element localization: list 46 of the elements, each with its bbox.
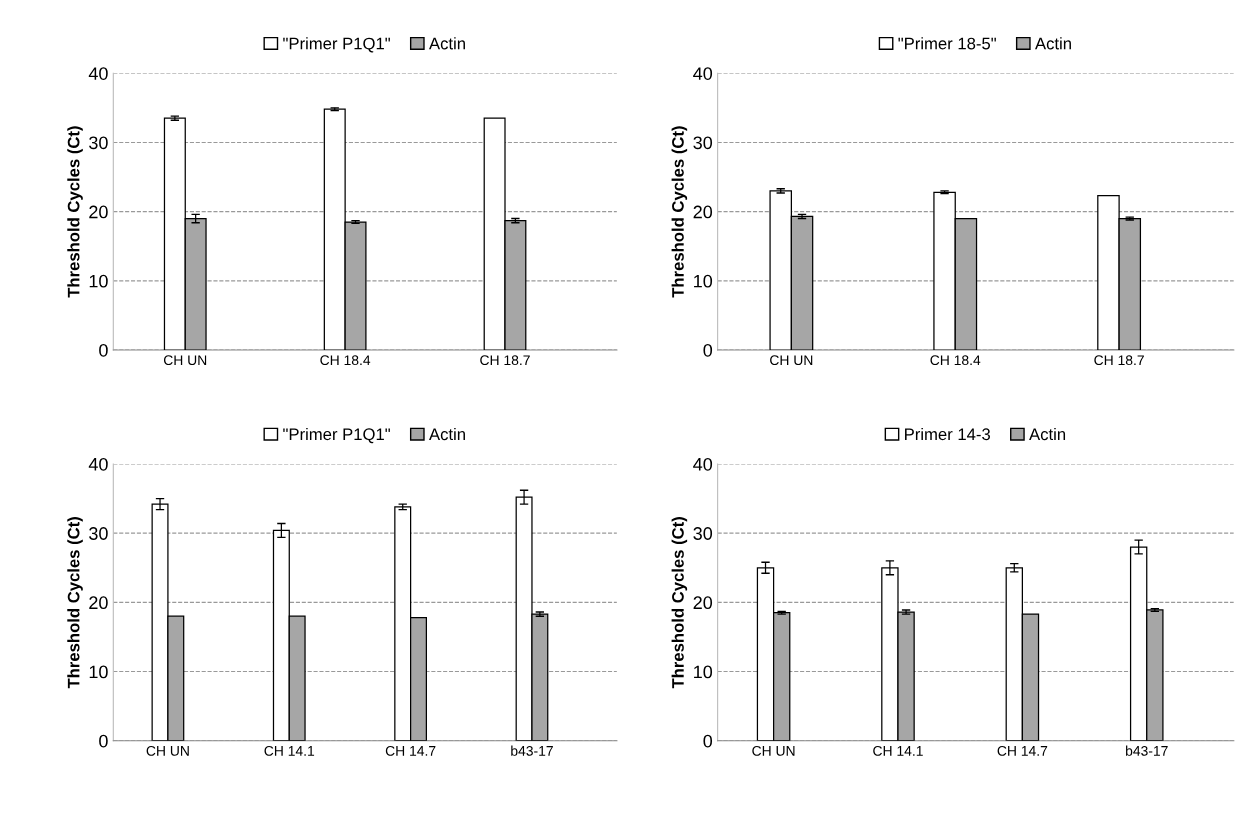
legend-label: Actin — [429, 427, 465, 441]
y-tick-label: 10 — [694, 274, 713, 288]
y-tick-label: 10 — [89, 274, 108, 288]
x-tick-label: CH UN — [770, 355, 813, 366]
y-tick-label: 30 — [693, 136, 713, 150]
y-tick-label: 0 — [99, 343, 108, 357]
legend-label: Actin — [429, 37, 465, 50]
y-tick-label: 20 — [89, 205, 108, 219]
x-tick-label: CH UN — [163, 355, 207, 366]
x-tick-label: CH 18.4 — [930, 355, 981, 366]
legend-label: "Primer 18-5" — [898, 37, 996, 50]
y-tick-label: 40 — [88, 457, 108, 471]
y-axis-title: Threshold Cycles (Ct) — [671, 517, 688, 689]
y-tick-label: 10 — [694, 665, 713, 679]
y-tick-label: 40 — [693, 67, 713, 80]
x-tick-label: CH 14.7 — [997, 745, 1048, 756]
x-tick-label: CH 14.1 — [264, 745, 315, 756]
legend-label: "Primer P1Q1" — [283, 427, 390, 444]
x-tick-label: CH 18.7 — [1094, 355, 1144, 366]
y-axis-title: Threshold Cycles (Ct) — [67, 126, 83, 298]
x-tick-label: b43-17 — [1126, 745, 1168, 756]
y-tick-label: 20 — [89, 596, 108, 610]
y-tick-label: 10 — [89, 665, 108, 679]
y-axis-title: Threshold Cycles (Ct) — [671, 126, 688, 298]
y-tick-label: 0 — [99, 734, 108, 748]
x-tick-label: CH 14.1 — [873, 745, 923, 756]
y-tick-label: 20 — [693, 596, 713, 610]
y-tick-label: 0 — [703, 734, 713, 748]
x-tick-label: b43-17 — [511, 745, 553, 756]
legend-label: Actin — [1035, 37, 1071, 50]
x-tick-label: CH UN — [146, 745, 189, 756]
legend-label: Primer 14-3 — [905, 427, 990, 441]
y-axis-title: Threshold Cycles (Ct) — [67, 517, 83, 689]
x-tick-label: CH 14.7 — [385, 745, 436, 756]
y-tick-label: 40 — [693, 457, 713, 471]
y-tick-label: 30 — [693, 527, 713, 540]
legend-label: "Primer P1Q1" — [283, 37, 390, 53]
x-tick-label: CH UN — [752, 745, 795, 756]
x-tick-label: CH 18.7 — [480, 355, 530, 366]
y-tick-label: 0 — [703, 343, 713, 357]
y-tick-label: 20 — [693, 205, 713, 219]
legend-label: Actin — [1029, 427, 1066, 441]
y-tick-label: 40 — [88, 67, 108, 80]
y-tick-label: 30 — [89, 136, 108, 150]
y-tick-label: 30 — [89, 527, 108, 540]
x-tick-label: CH 18.4 — [320, 355, 371, 366]
